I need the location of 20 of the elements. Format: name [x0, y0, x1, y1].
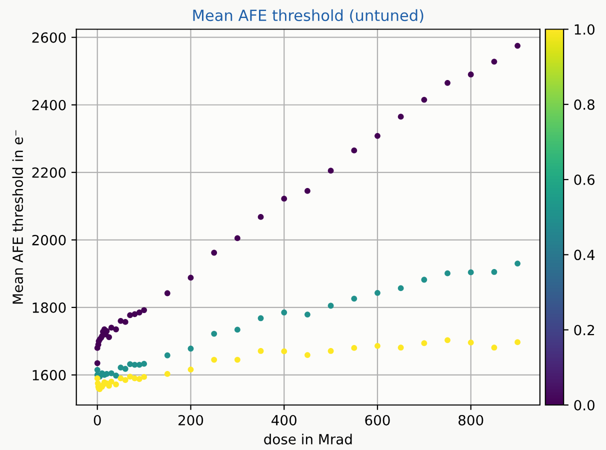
- y-axis-title: Mean AFE threshold in e⁻: [12, 130, 24, 304]
- color-bar-label: 0.6: [574, 174, 595, 186]
- y-tick-label: 2200: [32, 167, 66, 178]
- x-tick-label: 0: [94, 414, 101, 426]
- x-tick-label: 600: [365, 414, 390, 426]
- x-tick-label: 200: [178, 414, 204, 426]
- color-bar-label: 1.0: [574, 24, 594, 35]
- x-tick-label: 800: [458, 414, 484, 426]
- y-tick-label: 1800: [32, 302, 66, 313]
- y-tick-label: 2400: [32, 100, 66, 110]
- y-tick-label: 1600: [32, 370, 66, 380]
- x-tick-label: 400: [272, 414, 296, 426]
- color-bar-label: 0.4: [574, 250, 595, 260]
- x-axis-title: dose in Mrad: [264, 434, 352, 444]
- color-bar-label: 0.0: [574, 400, 594, 410]
- color-bar-label: 0.8: [574, 99, 594, 110]
- y-tick-label: 2000: [32, 234, 66, 246]
- chart-title: Mean AFE threshold (untuned): [193, 9, 424, 23]
- color-bar-label: 0.2: [574, 324, 594, 336]
- y-tick-label: 2600: [32, 32, 66, 43]
